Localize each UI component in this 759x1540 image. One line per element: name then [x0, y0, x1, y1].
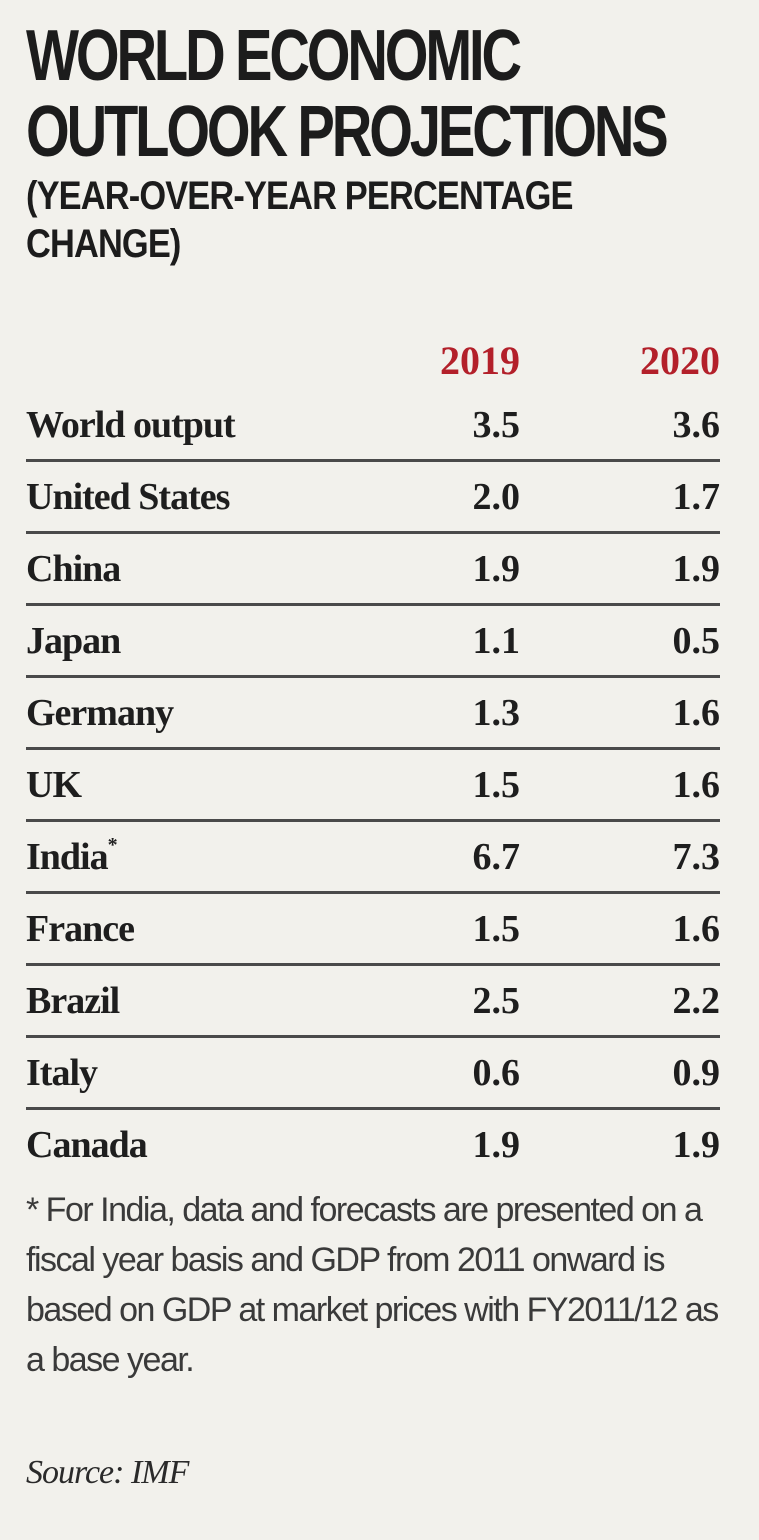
value-2020: 1.6: [520, 676, 720, 750]
country-column-header: [26, 330, 320, 390]
value-2020: 3.6: [520, 390, 720, 462]
projections-table: 2019 2020 World output 3.5 3.6 United State…: [26, 330, 720, 1179]
value-2020: 2.2: [520, 964, 720, 1038]
country-label: Brazil: [26, 964, 320, 1038]
table-row: United States 2.0 1.7: [26, 460, 720, 534]
country-label: Italy: [26, 1036, 320, 1110]
table-row: Canada 1.9 1.9: [26, 1109, 720, 1180]
country-label: Germany: [26, 676, 320, 750]
country-label: Japan: [26, 604, 320, 678]
country-label: World output: [26, 390, 320, 462]
table-row: Germany 1.3 1.6: [26, 676, 720, 750]
year-header-2019: 2019: [440, 337, 520, 383]
footnote-marker: *: [107, 833, 118, 856]
value-2020: 1.9: [672, 1123, 721, 1166]
table-row: India* 6.7 7.3: [26, 820, 720, 894]
value-2020: 1.6: [520, 748, 720, 822]
country-label: China: [26, 532, 320, 606]
country-label: France: [26, 892, 320, 966]
country-name: India: [26, 835, 109, 878]
table-row: Japan 1.1 0.5: [26, 604, 720, 678]
country-label: United States: [26, 460, 320, 534]
year-header-2020: 2020: [640, 337, 720, 383]
subtitle: (YEAR-OVER-YEAR PERCENTAGE CHANGE): [26, 174, 573, 266]
value-2020: 1.6: [520, 892, 720, 966]
country-name: China: [26, 547, 121, 590]
value-2019: 1.5: [320, 748, 520, 822]
value-2020: 1.9: [520, 532, 720, 606]
value-2019: 1.3: [320, 676, 520, 750]
value-2019: 6.7: [320, 820, 520, 894]
value-2020: 0.5: [520, 604, 720, 678]
value-2019: 0.6: [320, 1036, 520, 1110]
value-2019: 1.1: [320, 604, 520, 678]
source: Source: IMF: [26, 1454, 189, 1491]
country-name: Canada: [26, 1123, 148, 1166]
table-row: Brazil 2.5 2.2: [26, 964, 720, 1038]
value-2019: 1.9: [320, 532, 520, 606]
value-2020: 7.3: [520, 820, 720, 894]
country-name: Brazil: [26, 979, 120, 1022]
country-name: UK: [26, 763, 82, 806]
country-name: Italy: [26, 1051, 98, 1094]
header-row: 2019 2020: [26, 330, 720, 390]
table-row: World output 3.5 3.6: [26, 390, 720, 462]
country-name: France: [26, 907, 135, 950]
country-name: Japan: [26, 619, 121, 662]
country-name: Germany: [26, 691, 174, 734]
title: WORLD ECONOMIC OUTLOOK PROJECTIONS: [26, 16, 669, 172]
table-row: China 1.9 1.9: [26, 532, 720, 606]
country-label: India*: [26, 820, 320, 894]
country-name: United States: [26, 475, 230, 518]
country-label: Canada: [26, 1109, 320, 1180]
country-name: World output: [26, 403, 236, 446]
table-row: Italy 0.6 0.9: [26, 1036, 720, 1110]
value-2019: 2.0: [320, 460, 520, 534]
table-row: France 1.5 1.6: [26, 892, 720, 966]
footnote: * For India, data and forecasts are pres…: [26, 1191, 719, 1379]
value-2020: 1.7: [520, 460, 720, 534]
value-2019: 2.5: [320, 964, 520, 1038]
value-2019: 1.9: [472, 1123, 521, 1166]
country-label: UK: [26, 748, 320, 822]
table-row: UK 1.5 1.6: [26, 748, 720, 822]
value-2019: 3.5: [320, 390, 520, 462]
value-2020: 0.9: [520, 1036, 720, 1110]
value-2019: 1.5: [320, 892, 520, 966]
